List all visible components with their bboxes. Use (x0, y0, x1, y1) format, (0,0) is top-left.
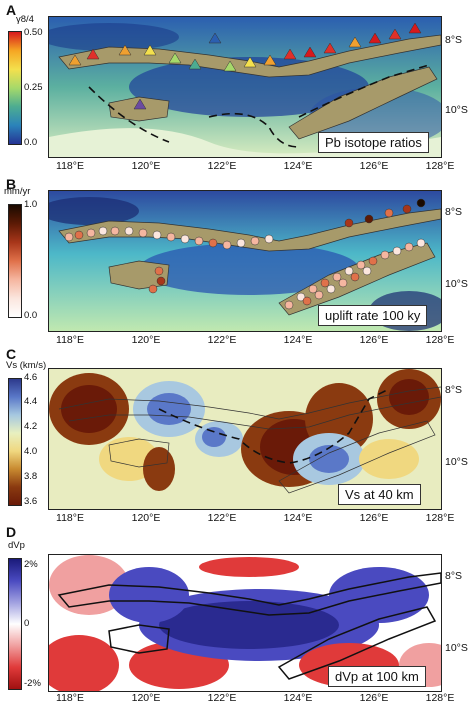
panel-b-lon-label: 120°E (131, 334, 161, 346)
panel-a-island (58, 34, 441, 78)
panel-b-lat-label: 10°S (445, 278, 468, 290)
panel-c-lon-label: 126°E (359, 512, 389, 524)
panel-a-lat-label: 10°S (445, 104, 468, 116)
panel-c-cbar-tick: 3.8 (24, 471, 38, 482)
panel-b-colorbar (8, 204, 22, 318)
panel-d-legend: dVp at 100 km (328, 666, 426, 687)
panel-a-lon-label: 122°E (207, 160, 237, 172)
panel-d-lon-label: 120°E (131, 692, 161, 704)
panel-b-lon-label: 126°E (359, 334, 389, 346)
panel-c-map (48, 368, 442, 510)
panel-d-cbar-tick: -2% (24, 678, 41, 689)
panel-a-cbar-title: γ8/4 (16, 14, 34, 25)
panel-a-letter: A (6, 2, 17, 18)
panel-c-trench (158, 388, 390, 464)
panel-b-legend: uplift rate 100 ky (318, 305, 428, 326)
panel-a-lon-label: 128°E (425, 160, 455, 172)
panel-b-cbar-title: mm/yr (4, 186, 31, 197)
panel-a-cbar-tick: 0.0 (24, 137, 38, 148)
panel-d-lat-label: 10°S (445, 642, 468, 654)
panel-b-lon-label: 128°E (425, 334, 455, 346)
panel-c-lat-label: 8°S (445, 384, 463, 396)
panel-c-cbar-tick: 4.2 (24, 421, 38, 432)
panel-c-cbar-tick: 4.6 (24, 372, 38, 383)
panel-d-letter: D (6, 524, 17, 540)
panel-b-cbar-tick: 0.0 (24, 310, 38, 321)
panel-a-lon-label: 126°E (359, 160, 389, 172)
panel-d-cbar-tick: 0 (24, 618, 30, 629)
panel-a-trench (88, 64, 430, 148)
panel-b-cbar-tick: 1.0 (24, 199, 38, 210)
panel-c-lon-label: 122°E (207, 512, 237, 524)
panel-d-lon-label: 118°E (56, 692, 84, 704)
panel-d-lon-label: 124°E (283, 692, 313, 704)
panel-c-cbar-tick: 3.6 (24, 496, 38, 507)
panel-c-cbar-tick: 4.4 (24, 396, 38, 407)
panel-c-lon-label: 120°E (131, 512, 161, 524)
panel-a-legend: Pb isotope ratios (318, 132, 429, 153)
panel-b-lat-label: 8°S (445, 206, 463, 218)
panel-c-colorbar (8, 378, 22, 506)
panel-c-cbar-title: Vs (km/s) (6, 360, 47, 371)
panel-a-lon-label: 120°E (131, 160, 161, 172)
panel-c-lon-label: 118°E (56, 512, 84, 524)
panel-d-colorbar (8, 558, 22, 690)
panel-a-lat-label: 8°S (445, 34, 463, 46)
panel-b-letter: B (6, 176, 17, 192)
panel-d-cbar-tick: 2% (24, 559, 38, 570)
panel-b-lon-label: 124°E (283, 334, 313, 346)
panel-d-lat-label: 8°S (445, 570, 463, 582)
panel-b-uplift-points (64, 198, 426, 310)
panel-a-cbar-tick: 0.25 (24, 82, 43, 93)
panel-a-lon-label: 124°E (283, 160, 313, 172)
panel-a-cbar-tick: 0.50 (24, 27, 43, 38)
panel-c-lon-label: 128°E (425, 512, 455, 524)
panel-b-lon-label: 122°E (207, 334, 237, 346)
panel-a-samples (68, 22, 422, 110)
panel-c-lon-label: 124°E (283, 512, 313, 524)
panel-c-letter: C (6, 346, 17, 362)
panel-d-cbar-title: dVp (8, 540, 25, 551)
panel-a-colorbar (8, 31, 22, 145)
panel-d-lon-label: 122°E (207, 692, 237, 704)
panel-b-lon-label: 118°E (56, 334, 84, 346)
panel-c-legend: Vs at 40 km (338, 484, 421, 505)
panel-a-lon-label: 118°E (56, 160, 84, 172)
panel-c-cbar-tick: 4.0 (24, 446, 38, 457)
panel-c-lat-label: 10°S (445, 456, 468, 468)
panel-d-lon-label: 128°E (425, 692, 455, 704)
panel-d-lon-label: 126°E (359, 692, 389, 704)
panel-a-island (288, 66, 438, 140)
